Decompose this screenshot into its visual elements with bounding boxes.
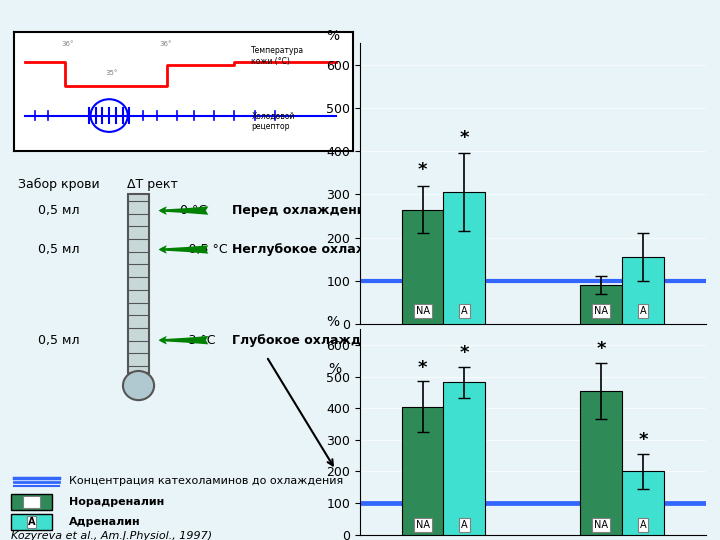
Text: *: *: [459, 344, 469, 362]
Text: NA: NA: [415, 520, 430, 530]
Text: Глубокое охлаждение: Глубокое охлаждение: [232, 334, 395, 347]
Bar: [402, 210, 444, 324]
Bar: [402, 407, 444, 535]
Text: 0,5 мл: 0,5 мл: [38, 334, 80, 347]
Y-axis label: %: %: [325, 29, 339, 43]
Text: Концентрация катехоламинов до охлаждения: Концентрация катехоламинов до охлаждения: [69, 476, 343, 486]
Text: Температура
кожи (°С): Температура кожи (°С): [251, 46, 305, 66]
Text: 0,5 мл: 0,5 мл: [38, 243, 80, 256]
Text: *: *: [418, 161, 427, 179]
FancyBboxPatch shape: [11, 494, 52, 510]
Text: 35°: 35°: [106, 70, 118, 77]
Text: NA: NA: [594, 306, 608, 316]
Bar: [128, 194, 149, 373]
Text: A: A: [461, 306, 467, 316]
Bar: [444, 192, 485, 324]
Text: Забор крови: Забор крови: [18, 178, 100, 191]
Text: Kozyreva et al., Am.J.Physiol., 1997): Kozyreva et al., Am.J.Physiol., 1997): [11, 531, 212, 540]
Text: *: *: [418, 359, 427, 377]
Bar: [580, 285, 622, 324]
Text: ΔT рект: ΔT рект: [127, 178, 178, 191]
Text: *: *: [459, 129, 469, 147]
Text: Перед охлаждением: Перед охлаждением: [232, 204, 384, 217]
Text: 36°: 36°: [62, 40, 74, 47]
Text: A: A: [640, 306, 647, 316]
Text: Адреналин: Адреналин: [69, 517, 141, 526]
Text: *: *: [597, 340, 606, 358]
Text: *: *: [639, 431, 648, 449]
Text: NA: NA: [594, 520, 608, 530]
Text: Неглубокое охлаждение: Неглубокое охлаждение: [232, 243, 413, 256]
Text: Холодовой
рецептор: Холодовой рецептор: [251, 112, 294, 131]
Bar: [580, 391, 622, 535]
FancyBboxPatch shape: [11, 514, 52, 530]
Text: Норадреналин: Норадреналин: [69, 497, 165, 507]
Text: 0 °С: 0 °С: [180, 204, 207, 217]
Text: - 3 °С: - 3 °С: [180, 334, 215, 347]
Text: NA: NA: [415, 306, 430, 316]
Text: A: A: [461, 520, 467, 530]
Text: %: %: [328, 362, 342, 376]
Text: - 0,5 °С: - 0,5 °С: [180, 243, 228, 256]
Y-axis label: %: %: [325, 315, 339, 329]
Text: NA: NA: [24, 497, 39, 507]
Text: 0,5 мл: 0,5 мл: [38, 204, 80, 217]
Ellipse shape: [123, 371, 154, 400]
Bar: [622, 471, 664, 535]
Bar: [622, 257, 664, 324]
Text: A: A: [27, 517, 35, 526]
Bar: [444, 382, 485, 535]
Text: A: A: [640, 520, 647, 530]
Text: 36°: 36°: [160, 40, 172, 47]
